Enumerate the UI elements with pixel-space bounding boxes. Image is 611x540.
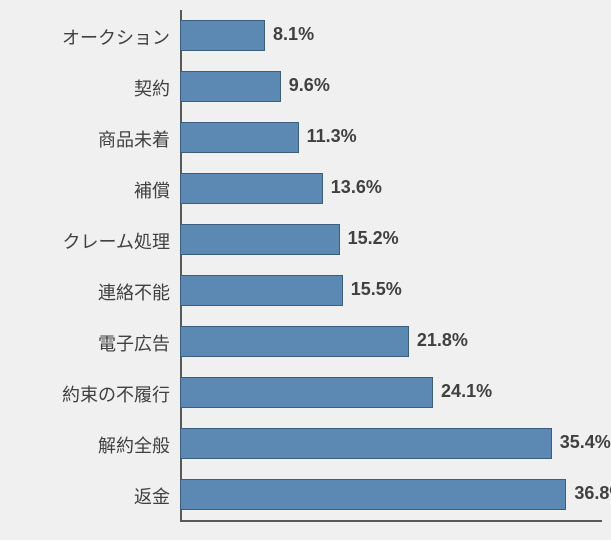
value-label: 15.5%: [351, 279, 402, 300]
category-label: 解約全般: [98, 432, 170, 458]
value-label: 11.3%: [307, 126, 357, 147]
value-label: 36.8%: [574, 483, 611, 504]
bar: [180, 326, 409, 357]
chart-container: オークション 8.1% 契約 9.6% 商品未着 11.3% 補償 13.6% クレーム処理 15…: [0, 0, 611, 540]
bar: [180, 428, 552, 459]
category-label: 補償: [134, 177, 170, 203]
bar: [180, 224, 340, 255]
bar: [180, 173, 323, 204]
category-label: オークション: [62, 24, 170, 50]
bar: [180, 71, 281, 102]
value-label: 24.1%: [441, 381, 492, 402]
bar: [180, 377, 433, 408]
bar: [180, 479, 566, 510]
value-label: 35.4%: [560, 432, 611, 453]
category-label: 商品未着: [98, 126, 170, 152]
category-label: 契約: [134, 75, 170, 101]
bar: [180, 20, 265, 51]
value-label: 21.8%: [417, 330, 468, 351]
category-label: 返金: [134, 483, 170, 509]
category-label: 連絡不能: [98, 279, 170, 305]
category-label: 電子広告: [98, 330, 170, 356]
bar: [180, 275, 343, 306]
bar: [180, 122, 299, 153]
value-label: 9.6%: [289, 75, 330, 96]
category-label: クレーム処理: [63, 228, 170, 254]
category-label: 約束の不履行: [62, 381, 170, 407]
value-label: 15.2%: [348, 228, 399, 249]
value-label: 8.1%: [273, 24, 314, 45]
value-label: 13.6%: [331, 177, 382, 198]
